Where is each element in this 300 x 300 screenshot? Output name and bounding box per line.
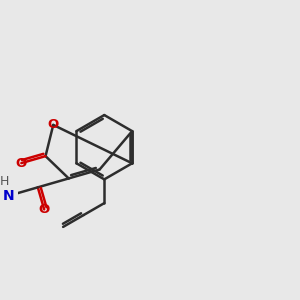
- Text: N: N: [3, 189, 14, 203]
- Text: O: O: [16, 157, 27, 169]
- Text: O: O: [38, 203, 50, 216]
- Text: O: O: [48, 118, 59, 131]
- Text: H: H: [0, 175, 9, 188]
